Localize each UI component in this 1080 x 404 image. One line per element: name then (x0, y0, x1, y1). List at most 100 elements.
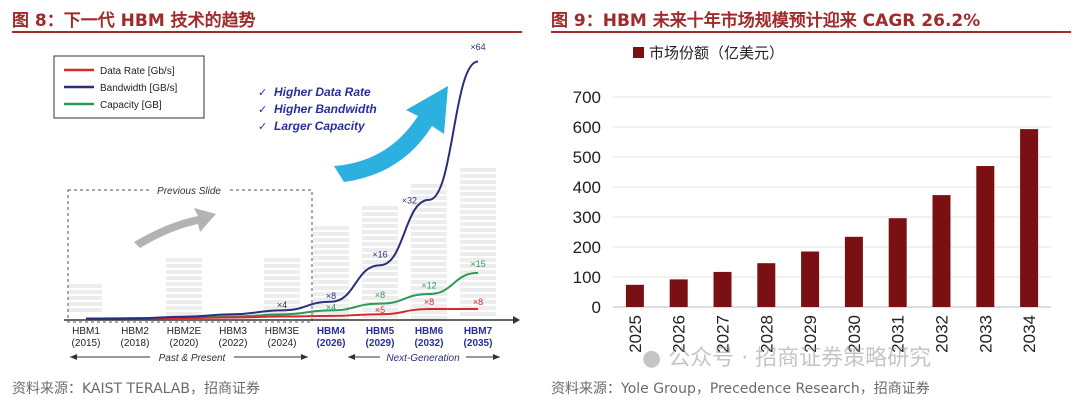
x-tick-label: 2032 (933, 315, 952, 353)
x-tick-label: 2026 (670, 315, 689, 353)
x-tick-year: (2032) (415, 338, 444, 349)
x-tick-name: HBM4 (317, 326, 346, 337)
x-tick-label: 2025 (626, 315, 645, 353)
blue-trend-arrow-icon (334, 86, 448, 182)
x-tick-name: HBM2 (121, 326, 149, 337)
checklist-item-0: Higher Data Rate (274, 85, 371, 99)
right-title-rule (551, 31, 1071, 33)
checkmark-icon: ✓ (258, 121, 267, 133)
y-tick-label: 100 (573, 268, 601, 287)
bar (932, 195, 951, 307)
watermark-text: 公众号 · 招商证券策略研究 (668, 346, 932, 371)
x-tick-year: (2024) (268, 338, 297, 349)
x-tick-name: HBM7 (464, 326, 493, 337)
right-y-tick-labels: 0 100 200 300 400 500 600 700 (573, 88, 601, 317)
bar (844, 236, 863, 307)
checkmark-icon: ✓ (258, 104, 267, 116)
x-tick-label: 2029 (801, 315, 820, 353)
next-generation-label: Next-Generation (386, 353, 460, 364)
multiplier-label: ×4 (326, 303, 336, 313)
bar (888, 218, 907, 307)
background-block (362, 206, 398, 318)
background-block (313, 226, 349, 320)
series-line-1 (85, 60, 479, 320)
right-legend: 市场份额（亿美元） (633, 45, 784, 62)
y-tick-label: 0 (592, 298, 601, 317)
checklist-item-1: Higher Bandwidth (274, 102, 377, 116)
x-tick-year: (2022) (219, 338, 248, 349)
next-generation-bracket: Next-Generation (348, 350, 500, 364)
x-tick-label: 2027 (714, 315, 733, 353)
y-tick-label: 300 (573, 208, 601, 227)
bar (1020, 129, 1039, 307)
improvement-checklist: ✓ Higher Data Rate ✓ Higher Bandwidth ✓ Large… (258, 85, 377, 133)
multiplier-label: ×32 (402, 196, 417, 206)
x-tick-name: HBM1 (72, 326, 100, 337)
previous-slide-label-bg (150, 182, 228, 198)
x-tick-label: 2034 (1020, 315, 1039, 353)
left-source: 资料来源：KAIST TERALAB，招商证券 (12, 381, 260, 397)
left-title-rule (12, 31, 522, 33)
left-figure-title: 图 8：下一代 HBM 技术的趋势 (12, 11, 256, 31)
x-tick-label: 2028 (757, 315, 776, 353)
right-legend-label: 市场份额（亿美元） (649, 45, 784, 62)
left-legend: Data Rate [Gb/s] Bandwidth [GB/s] Capacity… (53, 55, 205, 119)
previous-slide-label: Previous Slide (157, 186, 221, 197)
watermark: ● 公众号 · 招商证券策略研究 (642, 340, 931, 372)
past-present-label: Past & Present (159, 353, 227, 364)
checkmark-icon: ✓ (258, 87, 267, 99)
multiplier-label: ×12 (421, 280, 436, 290)
multiplier-label: ×4 (277, 300, 287, 310)
x-tick-label: 2031 (889, 315, 908, 353)
bar (757, 263, 776, 307)
right-source: 资料来源：Yole Group，Precedence Research，招商证券 (551, 381, 930, 397)
bar (669, 279, 688, 307)
x-tick-year: (2029) (366, 338, 395, 349)
left-annotations: ×4 ×8 ×4 ×16 ×8 ×5 ×32 ×12 ×8 ×15 ×8 ×64 (277, 42, 486, 315)
grey-curved-arrow-icon (134, 208, 216, 248)
multiplier-label: ×8 (473, 297, 483, 307)
x-tick-year: (2020) (170, 338, 199, 349)
multiplier-label: ×5 (375, 305, 385, 315)
x-tick-year: (2026) (317, 338, 346, 349)
multiplier-label: ×15 (470, 259, 485, 269)
left-series-lines (85, 60, 479, 320)
background-block (68, 284, 102, 312)
bar (801, 251, 820, 307)
multiplier-label: ×64 (470, 42, 485, 52)
right-figure-title: 图 9：HBM 未来十年市场规模预计迎来 CAGR 26.2% (551, 11, 981, 31)
past-present-bracket: Past & Present (70, 350, 308, 364)
x-tick-year: (2035) (464, 338, 493, 349)
right-x-tick-labels: 2025 2026 2027 2028 2029 2030 2031 2032 2033 2034 (626, 315, 1039, 353)
x-tick-name: HBM6 (415, 326, 444, 337)
multiplier-label: ×16 (372, 250, 387, 260)
x-tick-name: HBM2E (167, 326, 202, 337)
y-tick-label: 200 (573, 238, 601, 257)
x-axis-arrow-icon (513, 316, 520, 324)
x-tick-name: HBM3 (219, 326, 247, 337)
x-tick-label: 2030 (845, 315, 864, 353)
y-tick-label: 700 (573, 88, 601, 107)
background-block (460, 168, 496, 316)
x-tick-name: HBM5 (366, 326, 395, 337)
left-chart: Previous Slide Data Rate [Gb/s] Bandwidth… (53, 42, 520, 364)
y-tick-label: 400 (573, 178, 601, 197)
bar (976, 166, 995, 307)
legend-label-1: Bandwidth [GB/s] (100, 83, 177, 94)
background-block (166, 258, 202, 316)
x-tick-year: (2015) (72, 338, 101, 349)
checklist-item-2: Larger Capacity (274, 119, 366, 133)
bar (625, 284, 644, 307)
multiplier-label: ×8 (424, 297, 434, 307)
right-legend-swatch (633, 47, 644, 58)
multiplier-label: ×8 (326, 291, 336, 301)
wechat-icon: ● (642, 346, 662, 371)
x-tick-year: (2018) (121, 338, 150, 349)
right-bars (625, 129, 1039, 307)
y-tick-label: 500 (573, 148, 601, 167)
x-tick-label: 2033 (976, 315, 995, 353)
multiplier-label: ×8 (375, 290, 385, 300)
legend-label-0: Data Rate [Gb/s] (100, 66, 175, 77)
bar (713, 271, 732, 307)
